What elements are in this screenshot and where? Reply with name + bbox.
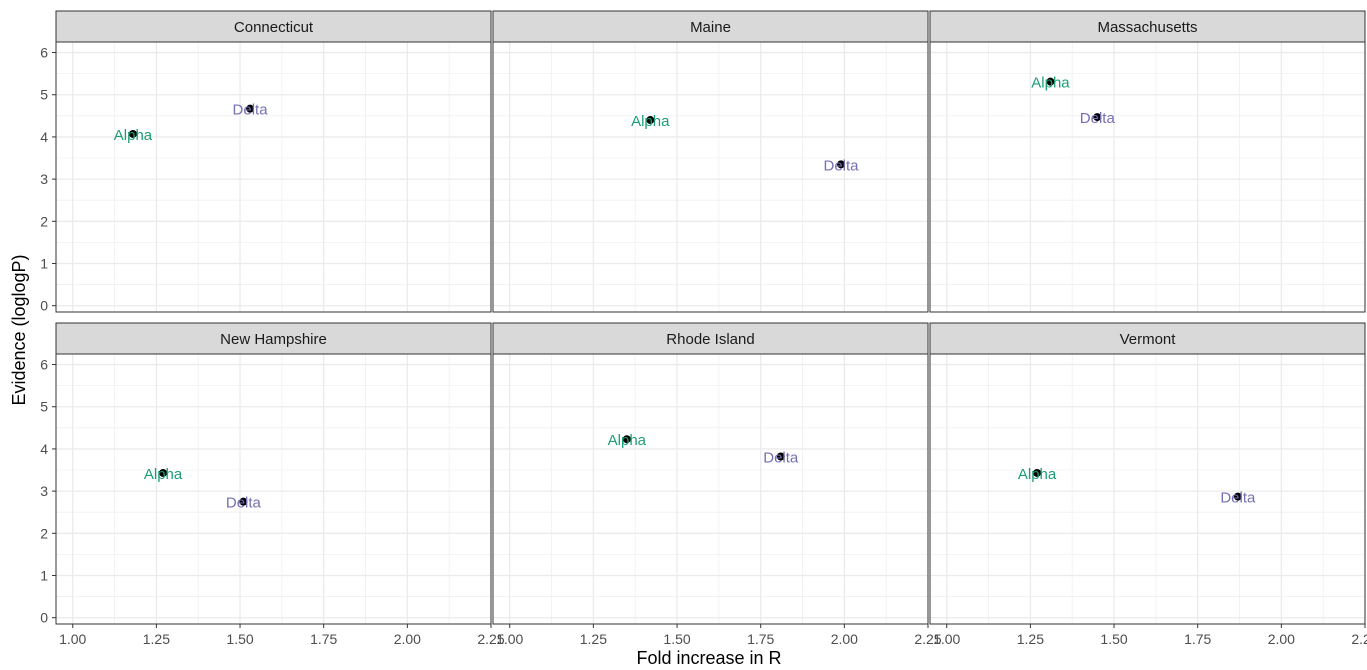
panel-border [55,353,492,625]
point-label: Alpha [631,113,670,130]
y-tick-label: 2 [40,525,48,541]
x-tick-label: 1.75 [747,631,774,647]
y-tick-label: 1 [40,567,48,583]
point-label: Delta [226,495,262,512]
x-tick-label: 2.00 [394,631,421,647]
x-tick-label: 1.50 [226,631,253,647]
x-tick-label: 1.25 [1017,631,1044,647]
point-label: Delta [233,102,269,119]
point-label: Delta [1080,110,1116,127]
facet-panel: Maine Alpha Delta [492,10,929,313]
y-tick-label: 6 [40,45,48,61]
x-tick-label: 1.75 [1184,631,1211,647]
point-label: Alpha [114,127,153,144]
x-axis-title: Fold increase in R [636,648,781,668]
facet-strip [492,322,929,355]
panels-layer: ConnecticutAlphaDeltaMaineAlphaDeltaMass… [55,10,1366,625]
panel-background [56,42,491,312]
y-tick-label: 5 [40,87,48,103]
x-tick-label: 2.25 [477,631,504,647]
panel-border [55,41,492,313]
facet-title: Massachusetts [1097,19,1197,36]
x-tick-label: 1.25 [580,631,607,647]
y-tick-label: 4 [40,129,48,145]
data-point [1093,113,1102,122]
data-point [246,104,255,113]
point-label: Delta [763,450,799,467]
facet-strip [55,10,492,43]
facet-title: Maine [690,19,731,36]
data-point [239,497,248,506]
x-tick-label: 2.00 [831,631,858,647]
x-tick-label: 1.50 [663,631,690,647]
panel-background [930,354,1365,624]
panel-border [929,41,1366,313]
y-tick-label: 2 [40,213,48,229]
y-tick-label: 3 [40,483,48,499]
y-axis-title: Evidence (loglogP) [9,254,29,405]
facet-panel: Connecticut Alpha Delta [55,10,492,313]
data-point [776,452,785,461]
x-tick-label: 1.50 [1100,631,1127,647]
point-label: Delta [1220,490,1256,507]
data-point [837,160,845,169]
y-tick-label: 6 [40,357,48,373]
panel-border [929,353,1366,625]
data-point [646,116,655,125]
panel-background [930,42,1365,312]
data-point [128,129,137,138]
facet-title: New Hampshire [220,331,327,348]
x-tick-label: 1.25 [143,631,170,647]
data-point [159,468,168,477]
point-label: Alpha [144,466,183,483]
point-label: Delta [823,157,859,174]
y-axis: 0 1 2 3 4 5 6 0 1 2 3 4 5 6 [40,45,56,626]
facet-title: Vermont [1120,331,1177,348]
panel-background [493,42,928,312]
facet-title: Connecticut [234,19,314,36]
point-label: Alpha [1018,466,1057,483]
x-tick-label: 1.00 [59,631,86,647]
data-point [1033,468,1042,477]
y-tick-label: 5 [40,399,48,415]
y-tick-label: 0 [40,298,48,314]
panel-background [56,354,491,624]
y-tick-label: 3 [40,171,48,187]
data-point [622,435,631,444]
x-tick-label: 1.00 [933,631,960,647]
facet-panel: New Hampshire Alpha Delta [55,322,492,625]
panel-background [493,354,928,624]
x-tick-label: 2.25 [1351,631,1367,647]
facet-strip [492,10,929,43]
facet-title: Rhode Island [666,331,754,348]
facet-panel: Rhode Island Alpha Delta [492,322,929,625]
data-point [1233,492,1242,501]
y-tick-label: 1 [40,255,48,271]
x-tick-label: 1.00 [496,631,523,647]
data-point [1046,77,1055,86]
panel-border [492,353,929,625]
point-label: Alpha [1031,75,1070,92]
x-tick-label: 2.25 [914,631,941,647]
x-tick-label: 2.00 [1268,631,1295,647]
point-label: Alpha [608,432,647,449]
x-tick-label: 1.75 [310,631,337,647]
y-tick-label: 4 [40,441,48,457]
y-tick-label: 0 [40,610,48,626]
facet-panel: Massachusetts Alpha Delta [929,10,1366,313]
facet-panel: Vermont Alpha Delta [929,322,1366,625]
panel-border [492,41,929,313]
x-axis: 1.00 1.25 1.50 1.75 2.00 2.251.00 1.25 1.50 1.75… [59,624,1367,647]
